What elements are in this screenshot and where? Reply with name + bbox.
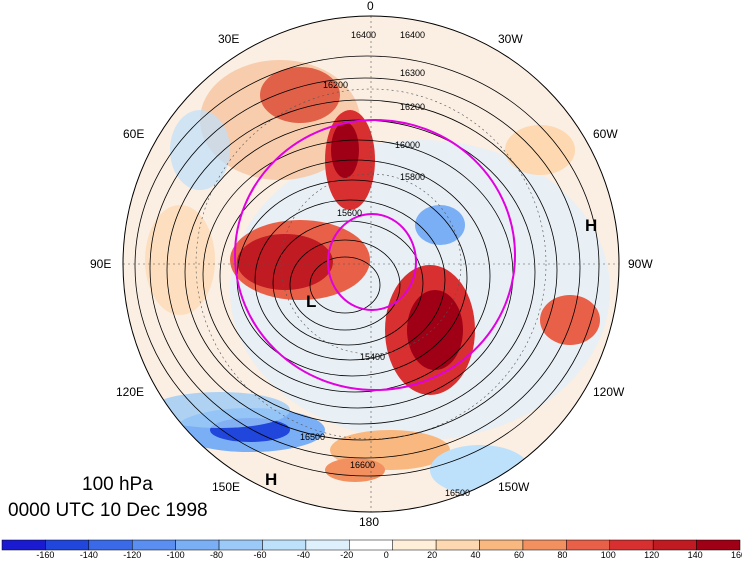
colorbar-tick-label: 120: [644, 550, 660, 560]
colorbar-swatch: [45, 539, 90, 551]
colorbar-swatch: [349, 539, 393, 551]
low-center: L: [306, 292, 317, 311]
lon-label-120w: 120W: [593, 385, 625, 399]
colorbar-swatch: [566, 539, 611, 551]
colorbar-tick-label: -60: [253, 550, 267, 560]
colorbar-tick-label: -80: [210, 550, 224, 560]
colorbar-swatch: [1, 539, 46, 551]
contour-label: 16200: [400, 102, 426, 112]
level-label: 100 hPa: [82, 474, 153, 495]
colorbar-swatch: [218, 539, 263, 551]
colorbar-tick-label: 60: [513, 550, 524, 560]
lon-label-0: 0: [367, 0, 374, 13]
lon-label-150e: 150E: [212, 480, 241, 494]
contour-label: 16500: [300, 432, 326, 442]
lon-label-90e: 90E: [90, 257, 112, 271]
contour-label: 15400: [360, 352, 386, 362]
colorbar-tick-label: -160: [36, 550, 55, 560]
jet-contours: [234, 119, 516, 391]
colorbar-tick-label: 40: [470, 550, 481, 560]
contour-label: 16000: [395, 140, 421, 150]
lon-label-60w: 60W: [593, 127, 618, 141]
colorbar-tick-label: 140: [687, 550, 703, 560]
lon-label-30e: 30E: [218, 32, 240, 46]
colorbar-swatch: [609, 539, 654, 551]
lon-label-90w: 90W: [628, 257, 653, 271]
contour-label: 16200: [323, 80, 349, 90]
colorbar-tick-label: 80: [557, 550, 568, 560]
lon-label-180: 180: [359, 515, 380, 529]
colorbar-swatch: [696, 539, 741, 551]
colorbar-swatch: [652, 539, 697, 551]
lon-label-120e: 120E: [116, 385, 145, 399]
colorbar-swatch: [392, 539, 437, 551]
graticule: [123, 16, 619, 512]
high-center-east: H: [585, 216, 598, 235]
colorbar-swatch: [522, 539, 567, 551]
contour-label: 15800: [400, 172, 426, 182]
colorbar-swatch: [305, 539, 350, 551]
colorbar: [1, 539, 741, 551]
colorbar-tick-label: 160: [731, 550, 742, 560]
contour-label: 16600: [350, 460, 376, 470]
lon-label-60e: 60E: [123, 127, 145, 141]
colorbar-tick-label: 0: [383, 550, 389, 560]
time-label: 0000 UTC 10 Dec 1998: [8, 500, 208, 521]
colorbar-tick-label: -100: [166, 550, 185, 560]
colorbar-swatch: [131, 539, 176, 551]
contour-label: 16300: [400, 68, 426, 78]
lon-label-150w: 150W: [498, 480, 530, 494]
colorbar-tick-label: -20: [340, 550, 354, 560]
colorbar-swatch: [479, 539, 524, 551]
colorbar-swatch: [262, 539, 307, 551]
colorbar-tick-label: -140: [79, 550, 98, 560]
lon-label-30w: 30W: [498, 32, 523, 46]
high-center-south: H: [265, 470, 278, 489]
colorbar-tick-label: 100: [600, 550, 616, 560]
colorbar-tick-label: 20: [427, 550, 438, 560]
contour-label: 16400: [351, 30, 377, 40]
contour-label: 16500: [445, 488, 471, 498]
colorbar-swatch: [435, 539, 480, 551]
colorbar-tick-label: -120: [123, 550, 142, 560]
colorbar-tick-label: -40: [296, 550, 310, 560]
contour-label: 15600: [337, 208, 363, 218]
colorbar-swatch: [88, 539, 133, 551]
map-boundary: [122, 15, 620, 513]
contour-label: 16400: [400, 30, 426, 40]
colorbar-swatch: [175, 539, 220, 551]
